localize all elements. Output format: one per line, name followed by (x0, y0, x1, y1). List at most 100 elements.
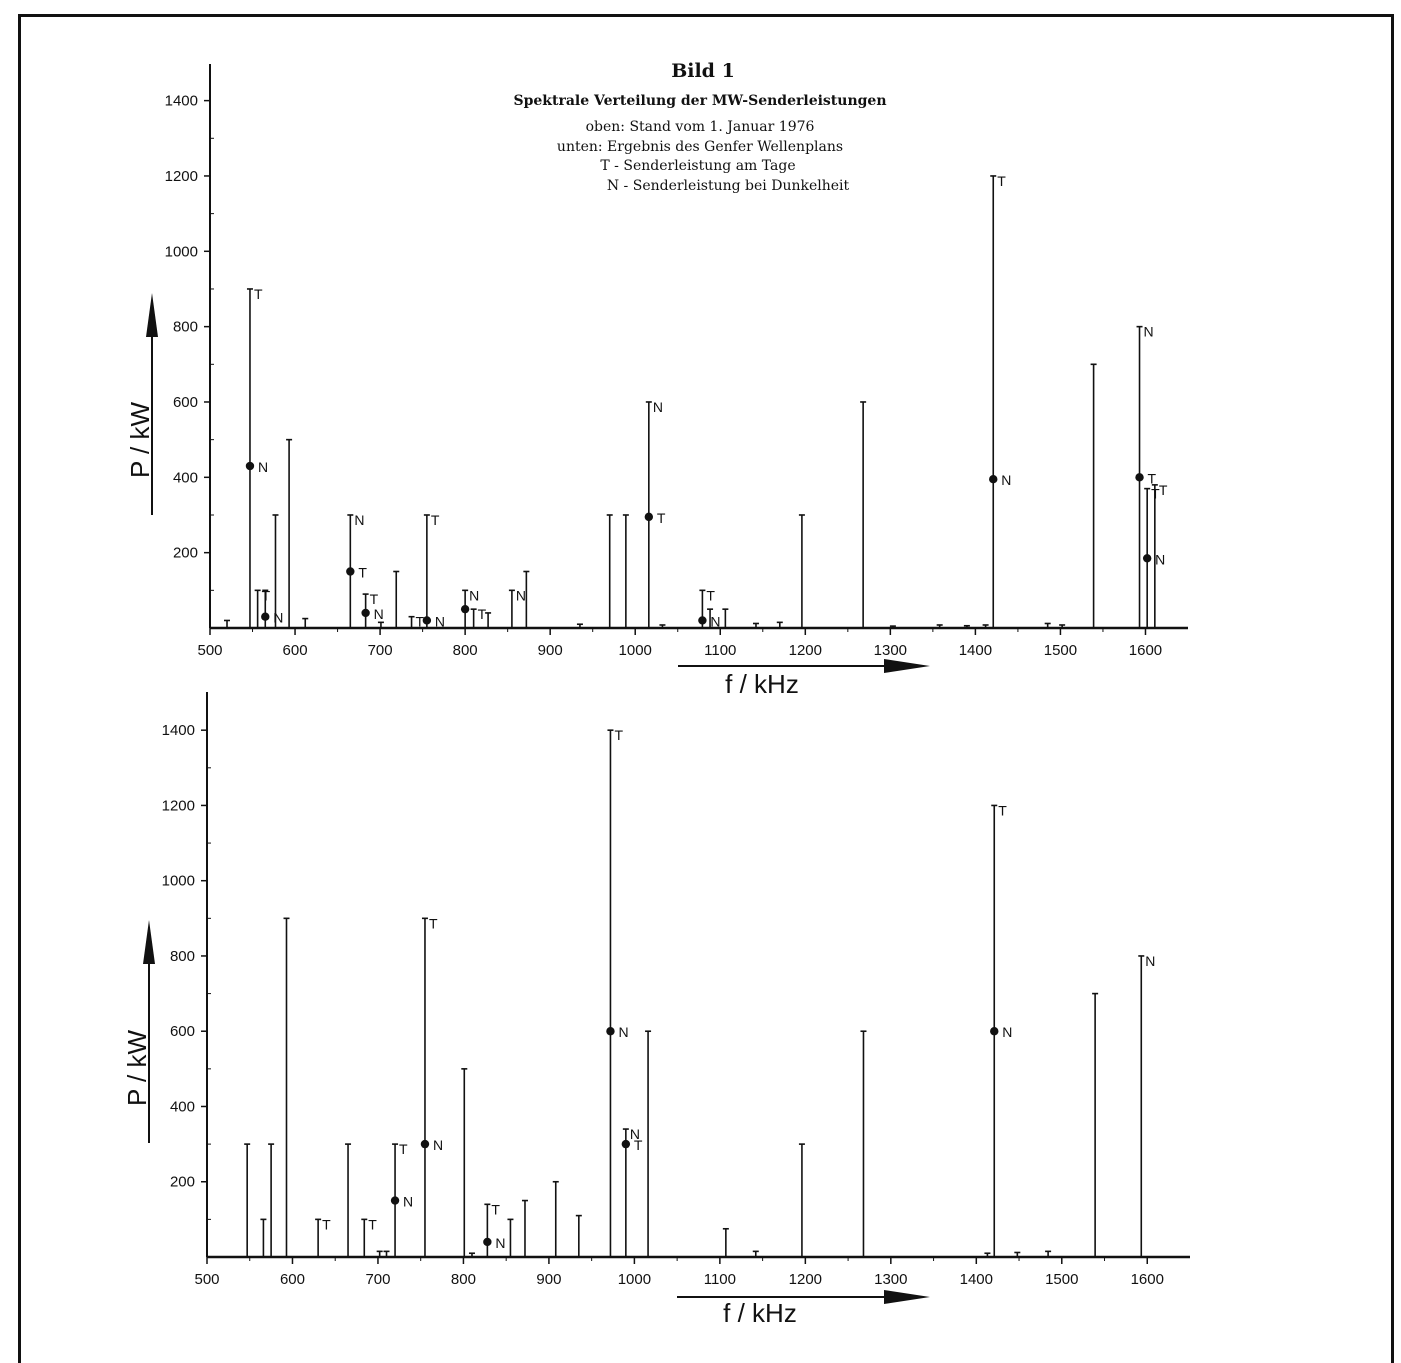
y-axis-label: P / kW (125, 402, 155, 479)
point (361, 608, 370, 618)
x-tick-label: 600 (283, 642, 308, 659)
x-tick-label: 1600 (1129, 642, 1162, 659)
chart-bottom: 200 400 600 800 1000 1200 1400 500 600 700 800 900 1… (122, 692, 1190, 1328)
x-tick-label: 700 (368, 642, 393, 659)
point (621, 1139, 631, 1149)
x-tick-label: 1400 (959, 642, 992, 659)
point-label: N (1002, 1024, 1012, 1040)
point (1135, 473, 1144, 482)
bar-label: N (516, 587, 526, 603)
x-tick-label: 1600 (1131, 1271, 1164, 1288)
bar-label: T (1159, 482, 1168, 498)
y-axis-arrow-head (146, 293, 158, 337)
x-tick-label: 500 (197, 642, 222, 659)
bar-label: T (491, 1201, 500, 1217)
y-tick-label: 1400 (165, 93, 198, 110)
point-label: N (618, 1024, 628, 1040)
page-frame (18, 14, 1394, 1363)
bar-label: N (630, 1126, 640, 1142)
x-tick-label: 1100 (704, 1271, 736, 1288)
x-tick-label: 1100 (704, 642, 736, 659)
point-label: N (403, 1194, 413, 1210)
point-label: N (273, 610, 283, 626)
x-tick-label: 1200 (789, 642, 822, 659)
bar-label: T (368, 1216, 377, 1232)
point (422, 616, 432, 625)
y-tick-label: 400 (170, 1098, 195, 1115)
y-tick-label: 800 (173, 319, 198, 336)
point (245, 461, 255, 471)
bar-label: T (262, 587, 271, 603)
y-tick-label: 800 (170, 948, 195, 965)
point-label: N (495, 1235, 505, 1251)
point (483, 1237, 492, 1247)
bar-label: T (998, 802, 1007, 818)
x-tick-label: 1000 (618, 1271, 651, 1288)
bar-label: T (370, 591, 379, 607)
point-label: T (1148, 470, 1157, 486)
point (390, 1196, 400, 1205)
y-tick-label: 200 (170, 1174, 195, 1191)
x-tick-label: 1200 (789, 1271, 822, 1288)
figure-title: Bild 1 (671, 60, 735, 82)
point (346, 567, 355, 576)
bar-label: N (1144, 324, 1154, 340)
point (420, 1139, 430, 1149)
point-label: T (358, 564, 367, 580)
x-tick-label: 800 (453, 642, 478, 659)
x-tick-label: 900 (538, 642, 563, 659)
figure-note-1: oben: Stand vom 1. Januar 1976 (586, 119, 815, 135)
x-tick-label: 500 (194, 1271, 219, 1288)
bar-label: T (997, 173, 1006, 189)
bar-label: T (322, 1216, 331, 1232)
point-label: N (374, 606, 384, 622)
point-label: T (634, 1137, 643, 1153)
bar-label: N (354, 512, 364, 528)
figure-caption: Bild 1 Spektrale Verteilung der MW-Sende… (513, 60, 886, 194)
point (460, 604, 470, 614)
figure-subtitle: Spektrale Verteilung der MW-Senderleistu… (513, 93, 886, 109)
y-tick-label: 1200 (162, 797, 195, 814)
point-label: N (710, 613, 720, 629)
x-tick-label: 700 (365, 1271, 390, 1288)
point-label: N (1001, 472, 1011, 488)
bar-label: N (1145, 953, 1155, 969)
point-label: N (1155, 551, 1165, 567)
x-tick-label: 1500 (1045, 1271, 1078, 1288)
y-tick-label: 400 (173, 469, 198, 486)
point-label: N (433, 1137, 443, 1153)
figure-note-3: T - Senderleistung am Tage (600, 158, 795, 174)
y-tick-label: 1000 (162, 873, 195, 890)
point (989, 475, 998, 484)
x-axis-label: f / kHz (723, 1298, 797, 1328)
bar-label: T (416, 614, 425, 630)
y-tick-label: 1200 (165, 168, 198, 185)
figure-note-2: unten: Ergebnis des Genfer Wellenplans (557, 139, 843, 155)
y-axis-label: P / kW (122, 1030, 152, 1107)
bar-label: T (431, 512, 440, 528)
x-tick-label: 600 (280, 1271, 305, 1288)
y-tick-label: 1400 (162, 722, 195, 739)
point (261, 612, 270, 621)
bar-label: T (1151, 486, 1160, 502)
x-tick-label: 900 (536, 1271, 561, 1288)
y-tick-label: 1000 (165, 243, 198, 260)
bar-label: T (706, 587, 715, 603)
bar-label: T (614, 727, 623, 743)
point (606, 1027, 615, 1036)
y-tick-label: 600 (173, 394, 198, 411)
x-axis-label: f / kHz (725, 669, 799, 699)
bar-label: T (429, 915, 438, 931)
point (644, 512, 654, 522)
point (990, 1027, 999, 1036)
point-label: N (435, 613, 445, 629)
figure-note-4: N - Senderleistung bei Dunkelheit (607, 178, 850, 194)
x-tick-label: 1000 (619, 642, 652, 659)
point (1142, 554, 1152, 563)
x-tick-label: 1300 (874, 642, 907, 659)
x-tick-label: 1500 (1044, 642, 1077, 659)
x-axis-arrow-head (884, 1290, 930, 1304)
chart-top: 200 400 600 800 1000 1200 1400 500 600 700 800 900 1… (125, 64, 1188, 699)
y-axis-arrow-head (143, 920, 155, 964)
